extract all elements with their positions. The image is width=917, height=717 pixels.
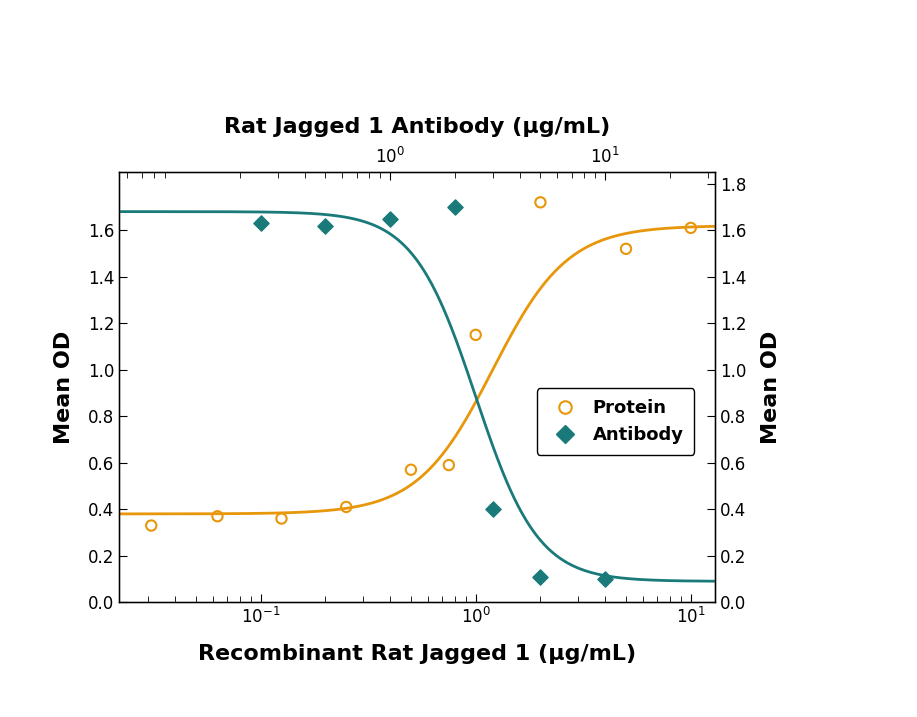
Point [210,511,225,522]
Point [339,501,354,513]
Point [485,503,500,515]
Point [144,520,159,531]
Point [683,222,698,234]
Y-axis label: Mean OD: Mean OD [760,331,780,444]
Point [253,217,268,229]
Legend: Protein, Antibody: Protein, Antibody [536,388,694,455]
Point [533,196,547,208]
Point [403,464,418,475]
Point [318,220,333,232]
Point [274,513,289,524]
Point [619,243,634,255]
X-axis label: Rat Jagged 1 Antibody (μg/mL): Rat Jagged 1 Antibody (μg/mL) [224,118,611,137]
Point [447,201,462,213]
X-axis label: Recombinant Rat Jagged 1 (μg/mL): Recombinant Rat Jagged 1 (μg/mL) [198,644,636,664]
Point [469,329,483,341]
Point [382,213,397,224]
Point [598,574,613,585]
Point [441,460,456,471]
Point [533,571,547,582]
Y-axis label: Mean OD: Mean OD [54,331,74,444]
